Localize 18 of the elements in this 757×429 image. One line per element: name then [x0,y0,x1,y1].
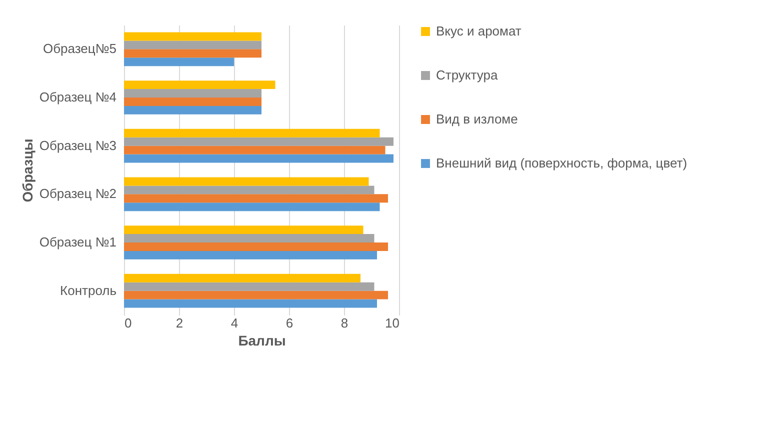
legend-label: Внешний вид (поверхность, форма, цвет) [436,156,688,170]
y-tick-label: Образец №1 [39,234,116,250]
x-tick-label: 8 [340,316,348,330]
legend-label: Вид в изломе [436,112,518,126]
x-tick-label: 0 [124,316,132,330]
y-tick-label: Образец№5 [42,41,116,56]
legend-label: Структура [436,68,498,82]
x-tick-label: 10 [385,316,400,330]
y-axis-title: Образцы [19,138,36,202]
x-tick-label: 6 [286,316,294,330]
y-tick-label: Образец №2 [39,186,116,202]
x-tick-label: 4 [230,316,238,330]
x-tick-label: 2 [176,316,184,330]
legend-label: Вкус и аромат [436,24,522,38]
y-tick-label: Образец №4 [39,90,116,104]
y-tick-label: Контроль [60,282,117,298]
y-tick-label: Образец №3 [39,138,116,153]
x-axis-title: Баллы [238,332,286,348]
